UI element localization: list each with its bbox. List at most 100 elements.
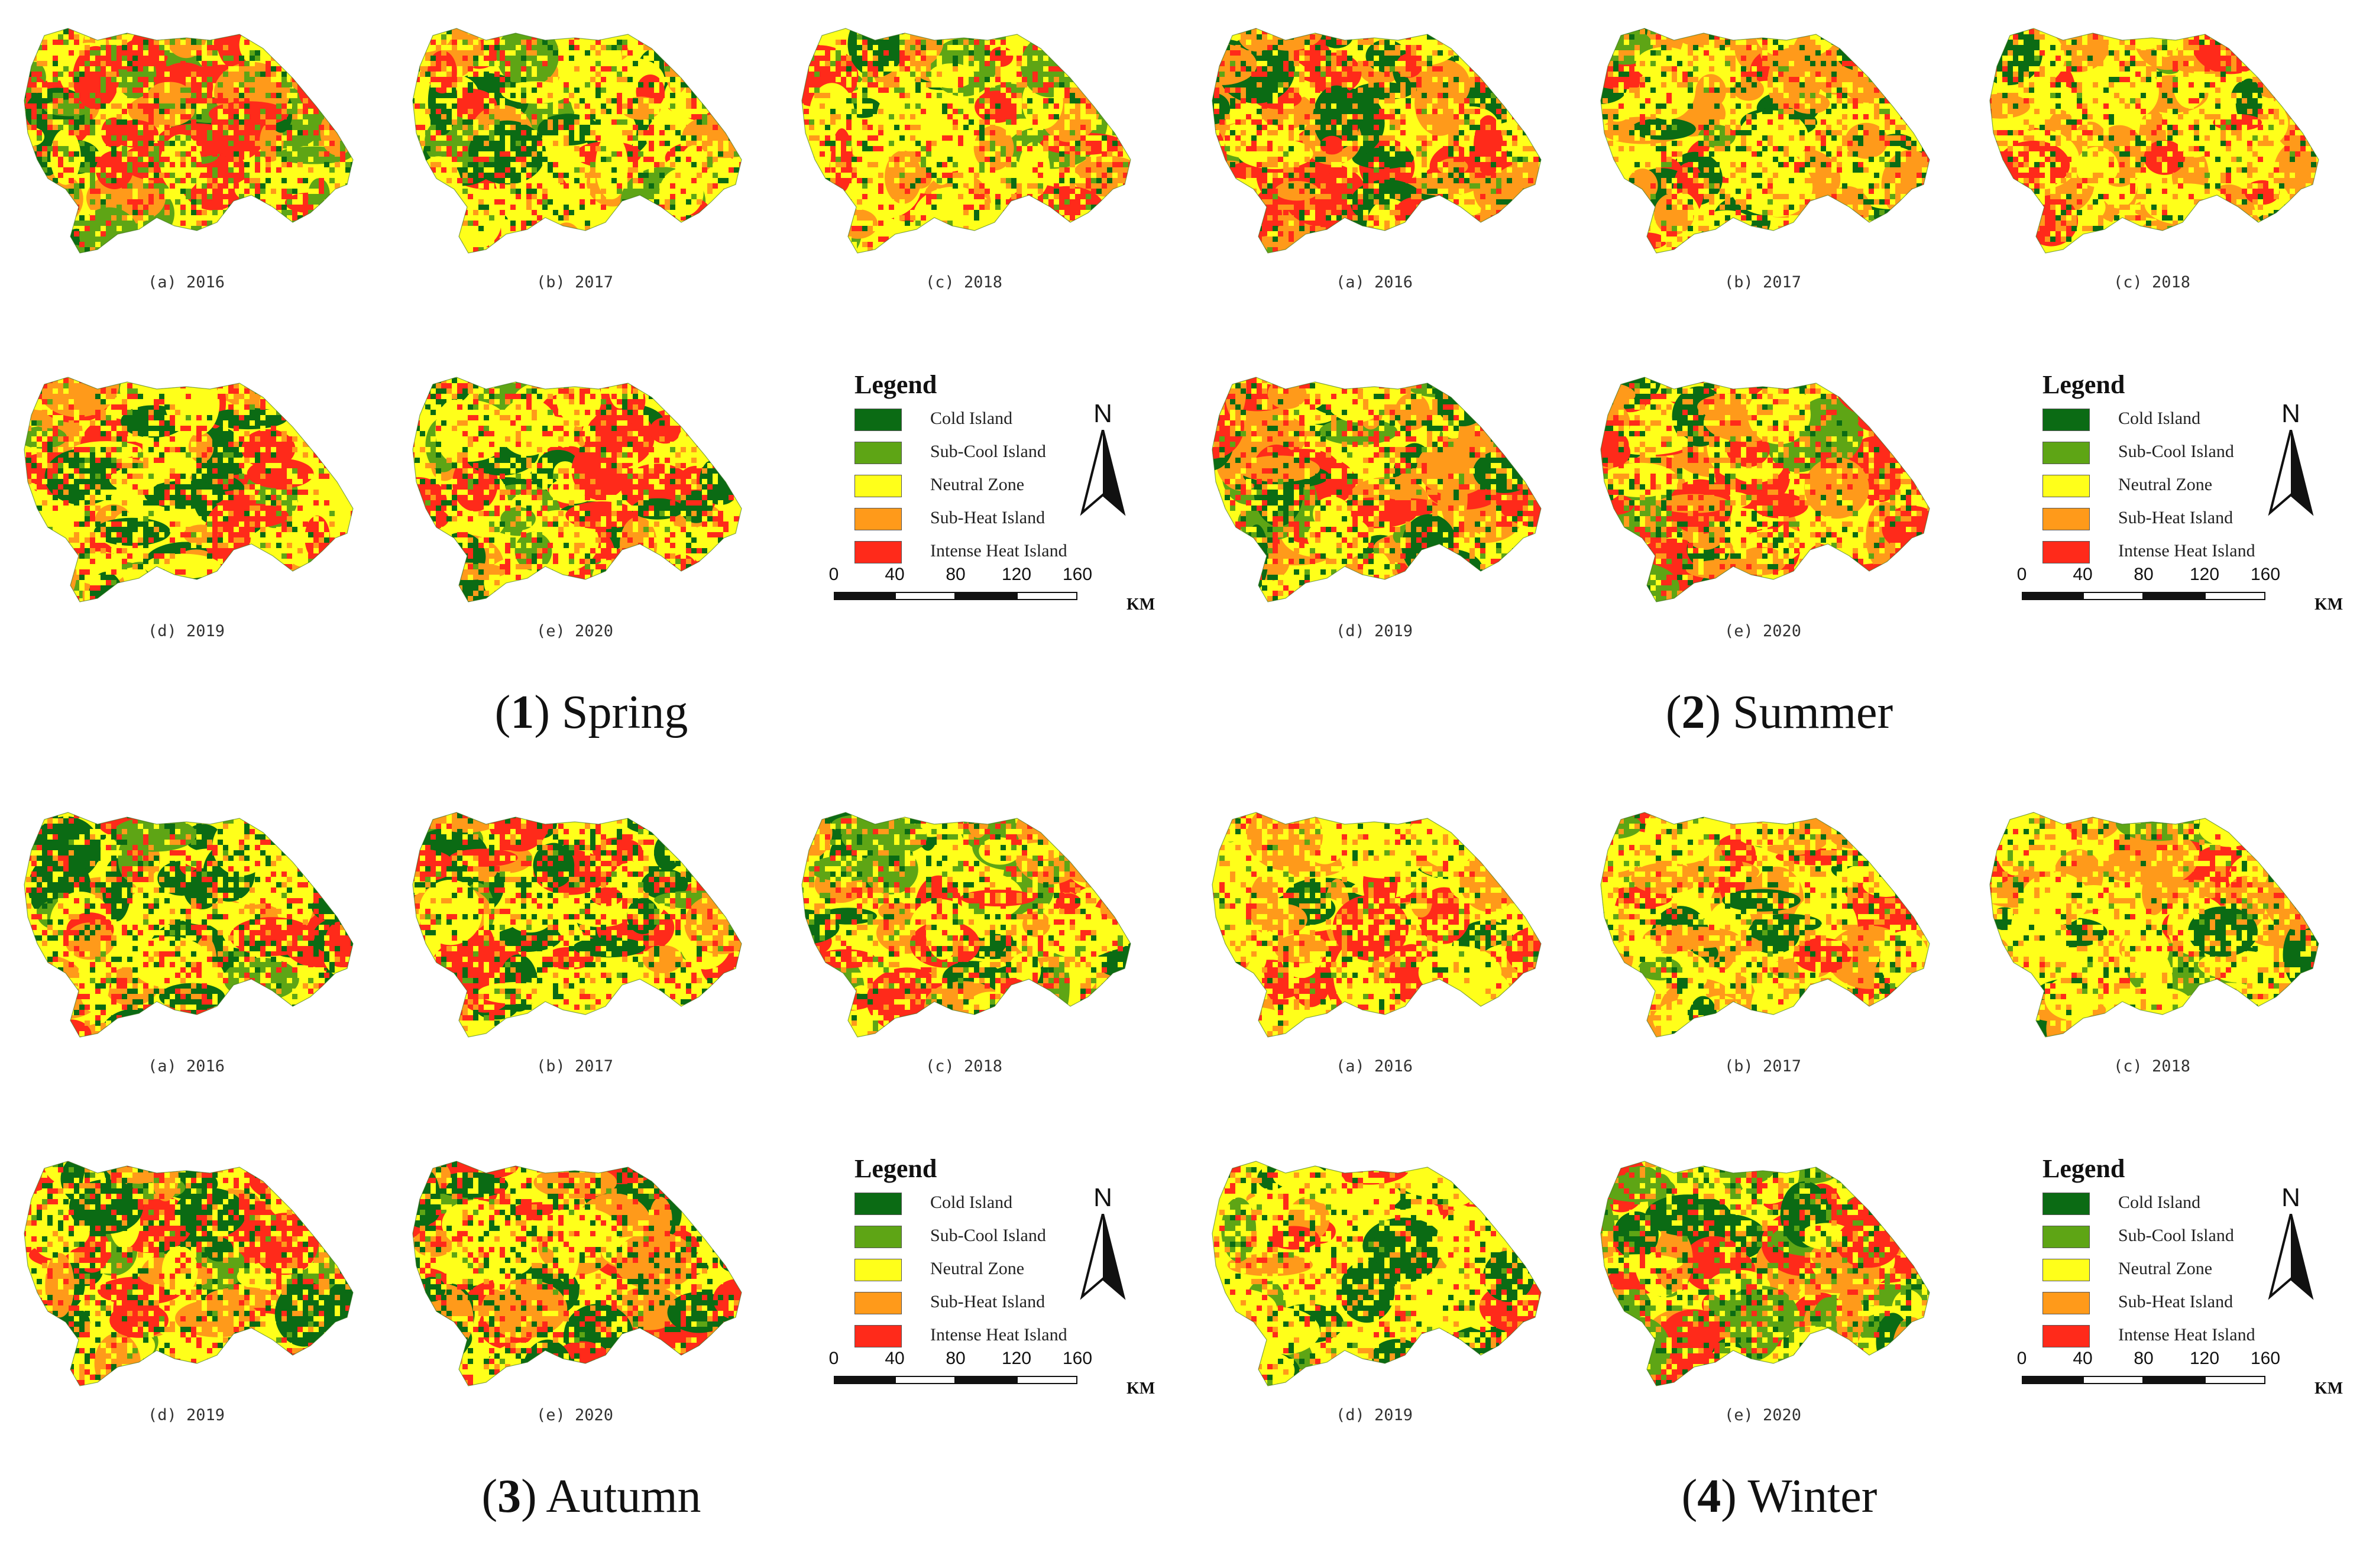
scale-bar: 0 40 80 120 160 KM: [2016, 565, 2347, 630]
heat-island-map: [1600, 377, 1930, 602]
map-caption: (e) 2020: [386, 1406, 764, 1424]
season-name: Spring: [562, 686, 688, 738]
scale-tick-label: 80: [946, 565, 965, 585]
legend-label: Intense Heat Island: [2118, 1325, 2255, 1345]
legend-item: Sub-Heat Island: [854, 1290, 1127, 1316]
scale-segment: [2083, 1376, 2144, 1384]
scale-bar: 0 40 80 120 160 KM: [828, 1349, 1159, 1414]
legend-item: Sub-Cool Island: [2042, 1223, 2315, 1249]
legend-item: Intense Heat Island: [854, 539, 1127, 565]
legend-label: Sub-Cool Island: [930, 1226, 1046, 1246]
scale-unit: KM: [1127, 595, 1155, 614]
scale-tick-label: 160: [1063, 1349, 1092, 1369]
season-name: Winter: [1747, 1470, 1877, 1522]
map-caption: (e) 2020: [1574, 622, 1952, 640]
scale-segment: [834, 592, 895, 600]
heat-island-map: [1212, 28, 1542, 254]
map-caption: (e) 2020: [1574, 1406, 1952, 1424]
scale-tick-label: 80: [946, 1349, 965, 1369]
north-arrow-shape: [1080, 1214, 1126, 1300]
legend-label: Sub-Cool Island: [2118, 1226, 2234, 1246]
legend-swatch: [854, 1292, 902, 1314]
map-cell: (b) 2017: [1585, 796, 1940, 1080]
legend-swatch: [854, 1325, 902, 1347]
legend-item: Neutral Zone: [2042, 472, 2315, 498]
scale-tick-label: 120: [1002, 565, 1031, 585]
map-caption: (b) 2017: [1574, 273, 1952, 291]
map-cell: (d) 2019: [1197, 1145, 1552, 1428]
north-arrow-icon: N: [2264, 1183, 2317, 1301]
legend-item: Sub-Heat Island: [2042, 1290, 2315, 1316]
north-arrow-shape: [2268, 430, 2314, 516]
season-number: 2: [1681, 686, 1705, 738]
legend-swatch: [2042, 1259, 2090, 1281]
legend-item: Sub-Heat Island: [2042, 506, 2315, 532]
map-caption: (c) 2018: [1963, 273, 2341, 291]
heat-island-map: [412, 28, 742, 254]
map-caption: (d) 2019: [0, 1406, 376, 1424]
scale-bar: 0 40 80 120 160 KM: [828, 565, 1159, 630]
heat-island-map: [1989, 812, 2319, 1038]
scale-segment: [2083, 592, 2144, 600]
scale-tick-label: 40: [2073, 565, 2092, 585]
north-label: N: [1076, 399, 1129, 429]
legend-swatch: [854, 475, 902, 497]
heat-island-map: [1212, 812, 1542, 1038]
season-name: Autumn: [546, 1470, 701, 1522]
map-caption: (a) 2016: [0, 273, 376, 291]
scale-tick-label: 120: [2190, 565, 2219, 585]
legend-label: Neutral Zone: [930, 475, 1024, 495]
legend-item: Sub-Cool Island: [854, 1223, 1127, 1249]
heat-island-map: [1212, 1161, 1542, 1386]
map-caption: (b) 2017: [1574, 1057, 1952, 1075]
legend-label: Neutral Zone: [2118, 475, 2212, 495]
legend-swatch: [854, 409, 902, 431]
map-cell: (e) 2020: [1585, 1145, 1940, 1428]
legend-swatch: [2042, 1292, 2090, 1314]
map-caption: (a) 2016: [1185, 1057, 1564, 1075]
legend-swatch: [2042, 409, 2090, 431]
scale-segment: [2022, 1376, 2083, 1384]
legend-swatch: [854, 541, 902, 563]
legend-label: Sub-Heat Island: [2118, 1292, 2233, 1312]
map-cell: (c) 2018: [1974, 796, 2329, 1080]
season-number: 3: [497, 1470, 521, 1522]
map-caption: (c) 2018: [1963, 1057, 2341, 1075]
map-cell: (c) 2018: [786, 12, 1141, 296]
map-cell: (e) 2020: [397, 361, 752, 644]
legend-item: Intense Heat Island: [2042, 539, 2315, 565]
map-cell: (d) 2019: [9, 361, 364, 644]
heat-island-map: [412, 1161, 742, 1386]
legend-title: Legend: [854, 370, 937, 400]
legend-label: Neutral Zone: [2118, 1259, 2212, 1279]
north-arrow-icon: N: [2264, 399, 2317, 517]
scale-segment: [2205, 1376, 2265, 1384]
map-cell: (b) 2017: [397, 12, 752, 296]
scale-segment: [1017, 1376, 1077, 1384]
north-arrow-shape: [1080, 430, 1126, 516]
legend-swatch: [854, 1259, 902, 1281]
scale-unit: KM: [2315, 595, 2343, 614]
map-cell: (c) 2018: [786, 796, 1141, 1080]
legend-label: Intense Heat Island: [2118, 541, 2255, 561]
season-title: (1) Spring: [384, 686, 798, 740]
scale-bar: 0 40 80 120 160 KM: [2016, 1349, 2347, 1414]
season-title: (3) Autumn: [384, 1470, 798, 1524]
scale-tick-label: 80: [2134, 1349, 2153, 1369]
map-legend: Legend Cold Island Sub-Cool Island Neutral …: [828, 1154, 1159, 1420]
legend-item: Sub-Cool Island: [2042, 439, 2315, 465]
heat-island-map: [1600, 28, 1930, 254]
map-cell: (e) 2020: [397, 1145, 752, 1428]
map-cell: (b) 2017: [1585, 12, 1940, 296]
legend-item: Cold Island: [854, 1190, 1127, 1216]
legend-swatch: [2042, 1325, 2090, 1347]
map-cell: (d) 2019: [1197, 361, 1552, 644]
map-caption: (d) 2019: [1185, 1406, 1564, 1424]
legend-label: Cold Island: [2118, 409, 2200, 429]
scale-segment: [956, 1376, 1017, 1384]
map-cell: (a) 2016: [1197, 12, 1552, 296]
legend-label: Sub-Heat Island: [930, 508, 1045, 528]
map-caption: (b) 2017: [386, 273, 764, 291]
map-legend: Legend Cold Island Sub-Cool Island Neutral …: [2016, 1154, 2347, 1420]
map-caption: (a) 2016: [0, 1057, 376, 1075]
